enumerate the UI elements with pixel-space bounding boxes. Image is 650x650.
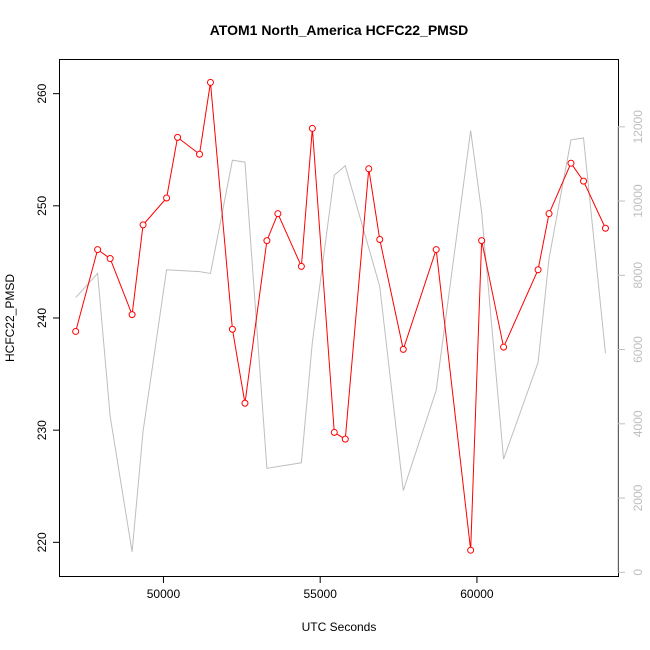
primary-series-point bbox=[241, 399, 249, 407]
y2-tick-label: 8000 bbox=[631, 262, 645, 289]
primary-series-point bbox=[128, 311, 136, 319]
primary-series-point bbox=[196, 150, 203, 158]
y-tick-label: 260 bbox=[35, 83, 49, 103]
primary-series-point bbox=[341, 435, 349, 443]
y2-tick-label: 6000 bbox=[631, 336, 645, 363]
y-axis: 220 230 240 250 260 bbox=[35, 83, 60, 552]
primary-series-point bbox=[399, 345, 407, 353]
primary-series-point bbox=[376, 235, 384, 243]
primary-series-point bbox=[72, 327, 80, 335]
y-tick-label: 230 bbox=[35, 420, 49, 440]
primary-series-point bbox=[365, 165, 373, 173]
primary-series-point bbox=[432, 246, 440, 254]
x-tick-label: 50000 bbox=[147, 587, 181, 601]
primary-series-point bbox=[297, 262, 305, 270]
primary-series-point bbox=[545, 210, 553, 218]
primary-series-point bbox=[601, 224, 609, 232]
primary-series-point bbox=[94, 246, 102, 254]
y2-tick-label: 10000 bbox=[631, 184, 645, 218]
y-tick-label: 240 bbox=[35, 308, 49, 328]
primary-series-point bbox=[106, 255, 114, 263]
primary-series-point bbox=[174, 133, 182, 141]
primary-series-point bbox=[308, 124, 316, 132]
primary-series-point bbox=[500, 343, 508, 351]
primary-series-point bbox=[467, 546, 475, 554]
primary-series-point bbox=[263, 237, 271, 245]
primary-series-point bbox=[567, 159, 575, 167]
y2-tick-label: 0 bbox=[631, 569, 645, 576]
plot-frame bbox=[59, 59, 619, 577]
y-tick-label: 220 bbox=[35, 532, 49, 552]
secondary-series-line bbox=[75, 130, 606, 552]
x-axis: 50000 55000 60000 bbox=[147, 576, 494, 601]
y2-tick-label: 4000 bbox=[631, 410, 645, 437]
primary-series-point bbox=[580, 177, 588, 185]
y-tick-label: 250 bbox=[35, 195, 49, 215]
primary-series-point bbox=[534, 266, 542, 274]
primary-series-point bbox=[274, 210, 282, 218]
primary-series-point bbox=[139, 221, 147, 229]
secondary-y-axis: 0 2000 4000 6000 8000 10000 12000 bbox=[617, 110, 645, 576]
chart-title: ATOM1 North_America HCFC22_PMSD bbox=[210, 22, 469, 38]
y2-tick-label: 2000 bbox=[631, 484, 645, 511]
y2-tick-label: 12000 bbox=[631, 110, 645, 144]
primary-series-point bbox=[163, 194, 171, 202]
primary-series-point bbox=[228, 325, 236, 333]
primary-series-point bbox=[206, 78, 214, 86]
primary-series-point bbox=[330, 428, 338, 436]
x-tick-label: 60000 bbox=[460, 587, 494, 601]
primary-series-line bbox=[75, 82, 606, 551]
x-tick-label: 55000 bbox=[304, 587, 338, 601]
series-layer bbox=[72, 78, 609, 554]
primary-series-point bbox=[478, 237, 486, 245]
y-axis-label: HCFC22_PMSD bbox=[3, 274, 17, 362]
x-axis-label: UTC Seconds bbox=[302, 620, 377, 634]
